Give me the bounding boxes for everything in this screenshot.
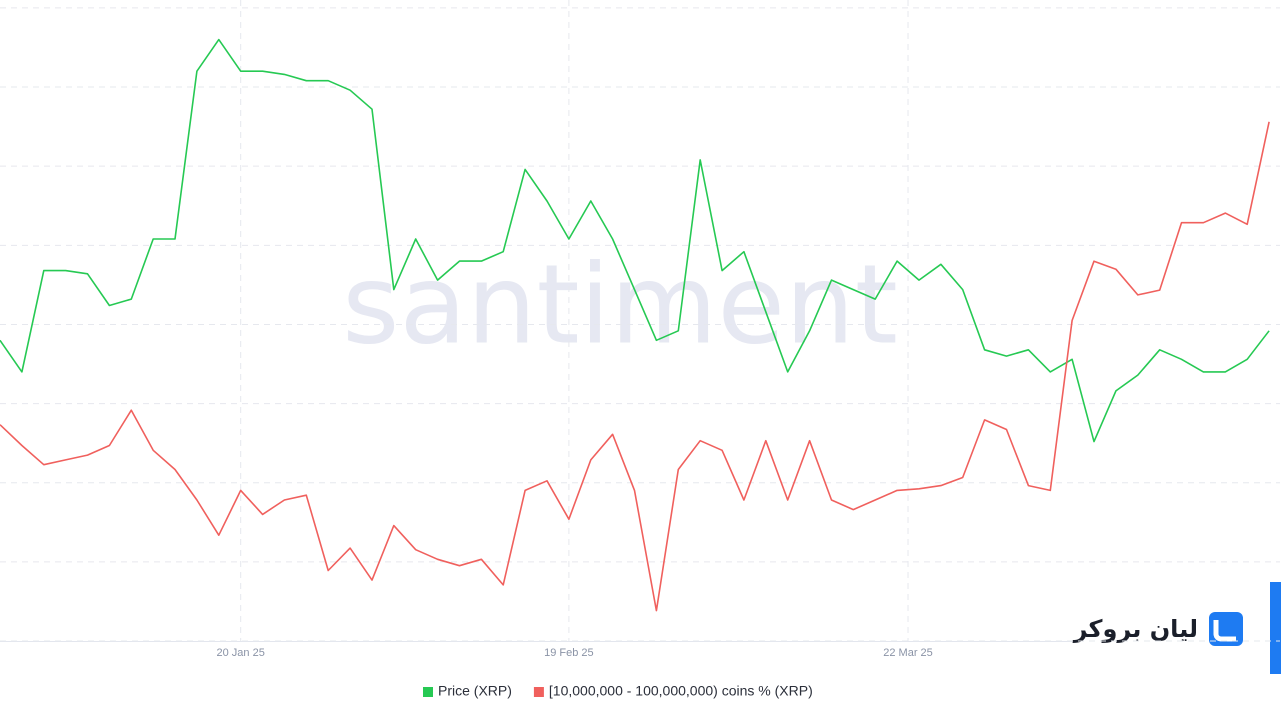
legend-swatch <box>533 687 544 697</box>
legend-swatch <box>423 687 433 697</box>
brand-text: لیان بروکر <box>1073 615 1198 643</box>
legend-label: Price (XRP) <box>438 683 512 699</box>
x-tick-label: 20 Jan 25 <box>217 647 265 659</box>
x-tick-label: 22 Mar 25 <box>883 647 933 659</box>
legend-label: [10,000,000 - 100,000,000) coins % (XRP) <box>549 683 813 699</box>
series-line <box>0 121 1270 612</box>
legend: Price (XRP) [10,000,000 - 100,000,000) co… <box>423 683 813 699</box>
x-tick-label: 19 Feb 25 <box>544 647 594 659</box>
side-bar <box>1270 582 1281 674</box>
brand-icon-mark <box>1213 620 1236 642</box>
watermark: santiment <box>342 240 898 368</box>
series-line <box>0 38 1270 443</box>
